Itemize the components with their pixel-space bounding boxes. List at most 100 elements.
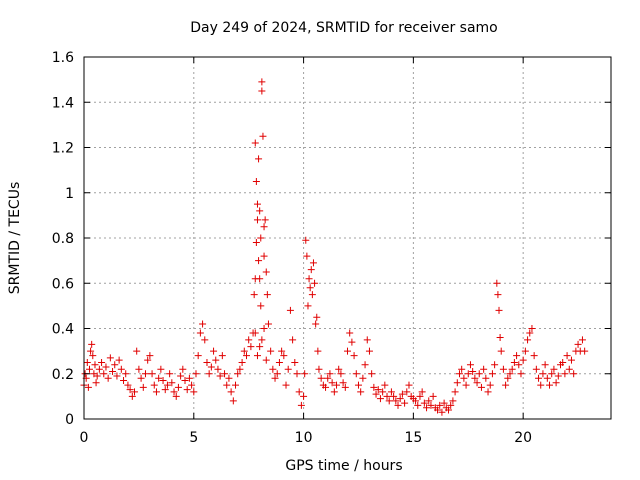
data-point	[420, 399, 428, 407]
data-point	[537, 381, 545, 389]
data-point	[524, 336, 532, 344]
data-point	[291, 358, 299, 366]
data-point	[234, 370, 242, 378]
data-point	[517, 370, 525, 378]
data-point	[508, 365, 516, 373]
data-point	[385, 397, 393, 405]
data-point	[172, 392, 180, 400]
x-tick-label: 5	[189, 430, 198, 446]
data-point	[252, 177, 260, 185]
y-tick-label: 0.2	[52, 367, 74, 383]
data-point	[260, 252, 268, 260]
data-point	[205, 370, 213, 378]
data-point	[552, 379, 560, 387]
data-point	[144, 356, 152, 364]
data-point	[93, 372, 101, 380]
data-point	[155, 374, 163, 382]
data-point	[398, 390, 406, 398]
data-point	[396, 395, 404, 403]
data-point	[161, 386, 169, 394]
data-point	[141, 370, 149, 378]
data-point	[303, 252, 311, 260]
data-point	[261, 216, 269, 224]
data-point	[273, 370, 281, 378]
data-point	[257, 234, 265, 242]
data-point	[423, 404, 431, 412]
data-point	[510, 358, 518, 366]
data-point	[271, 374, 279, 382]
data-point	[166, 370, 174, 378]
data-point	[207, 363, 215, 371]
data-point	[257, 302, 265, 310]
data-point	[337, 370, 345, 378]
data-point	[307, 266, 315, 274]
data-point	[229, 397, 237, 405]
data-point	[297, 401, 305, 409]
data-point	[499, 365, 507, 373]
data-point	[427, 401, 435, 409]
chart-title: Day 249 of 2024, SRMTID for receiver sam…	[190, 20, 498, 36]
data-point	[258, 336, 266, 344]
x-tick-label: 0	[80, 430, 89, 446]
data-point	[262, 356, 270, 364]
data-point	[240, 347, 248, 355]
data-point	[315, 365, 323, 373]
data-point	[104, 374, 112, 382]
data-point	[203, 358, 211, 366]
data-point	[462, 381, 470, 389]
data-point	[188, 381, 196, 389]
data-point	[253, 216, 261, 224]
data-point	[350, 352, 358, 360]
data-point	[314, 347, 322, 355]
data-point	[174, 383, 182, 391]
data-point	[530, 352, 538, 360]
data-point	[535, 374, 543, 382]
data-point	[284, 365, 292, 373]
data-point	[251, 139, 259, 147]
data-point	[312, 320, 320, 328]
data-point	[412, 397, 420, 405]
data-point	[98, 358, 106, 366]
data-point	[565, 365, 573, 373]
data-point	[88, 340, 96, 348]
data-point	[183, 386, 191, 394]
data-point	[354, 381, 362, 389]
data-point	[120, 377, 128, 385]
data-point	[196, 329, 204, 337]
data-point	[122, 370, 130, 378]
data-point	[574, 340, 582, 348]
grid-layer	[84, 57, 611, 419]
data-point	[491, 361, 499, 369]
data-point	[330, 388, 338, 396]
data-point	[131, 388, 139, 396]
data-point	[264, 320, 272, 328]
data-point	[190, 388, 198, 396]
data-point	[506, 370, 514, 378]
data-point	[324, 374, 332, 382]
data-point	[436, 401, 444, 409]
data-point	[302, 236, 310, 244]
data-point	[115, 356, 123, 364]
x-axis-label: GPS time / hours	[285, 458, 402, 474]
data-point	[139, 383, 147, 391]
data-point	[328, 379, 336, 387]
data-point	[177, 372, 185, 380]
data-point	[482, 374, 490, 382]
data-point	[554, 372, 562, 380]
data-point	[473, 379, 481, 387]
data-point	[227, 388, 235, 396]
data-point	[301, 370, 309, 378]
y-tick-label: 0.6	[52, 276, 74, 292]
data-point	[532, 365, 540, 373]
data-point	[339, 379, 347, 387]
data-point	[458, 365, 466, 373]
data-point	[488, 370, 496, 378]
data-point	[484, 388, 492, 396]
data-point	[313, 313, 321, 321]
data-point	[477, 383, 485, 391]
data-point	[496, 334, 504, 342]
data-point	[258, 78, 266, 86]
data-point	[451, 388, 459, 396]
data-point	[464, 370, 472, 378]
